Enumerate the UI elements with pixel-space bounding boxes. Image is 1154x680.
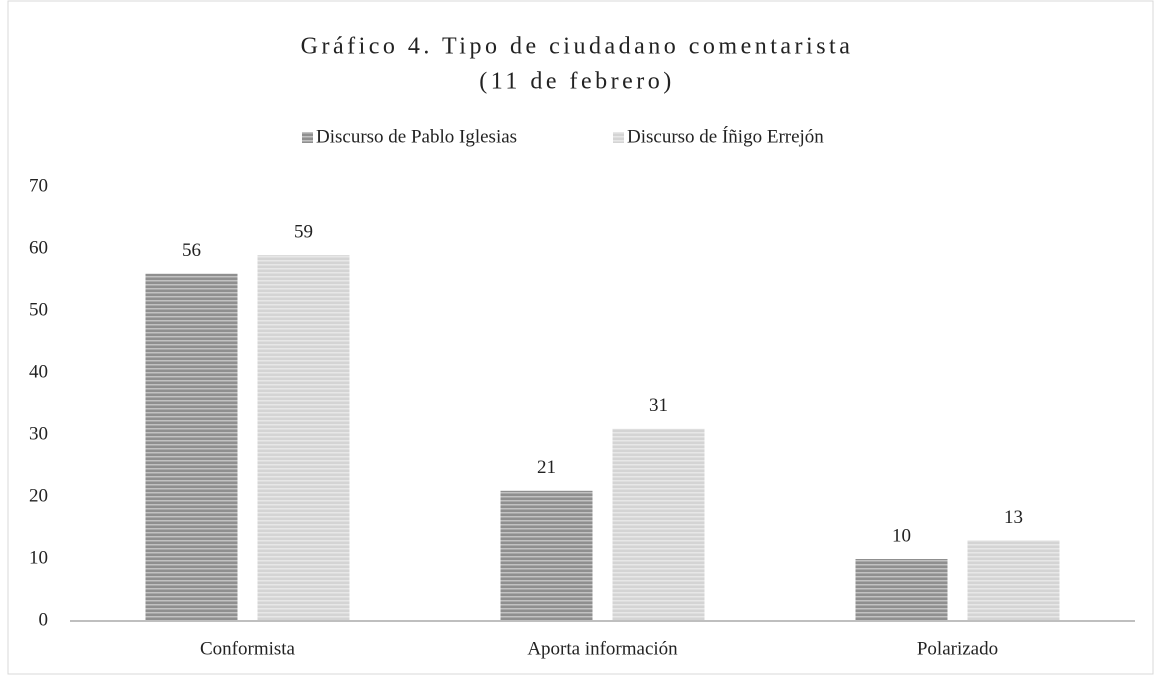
value-label: 10 [892, 525, 911, 546]
x-tick-label: Conformista [200, 638, 296, 659]
bar [145, 273, 238, 621]
y-tick-label: 70 [29, 175, 48, 196]
y-tick-label: 20 [29, 485, 48, 506]
value-label: 13 [1004, 507, 1023, 528]
y-tick-label: 0 [39, 609, 49, 630]
y-tick-label: 40 [29, 361, 48, 382]
bar [967, 540, 1060, 621]
x-tick-label: Polarizado [917, 638, 998, 659]
bar [257, 255, 350, 621]
y-tick-label: 10 [29, 547, 48, 568]
legend-label: Discurso de Pablo Iglesias [316, 126, 517, 147]
bar [855, 559, 948, 621]
value-label: 59 [294, 222, 313, 243]
value-label: 21 [537, 457, 556, 478]
value-label: 56 [182, 240, 201, 261]
y-tick-label: 50 [29, 299, 48, 320]
y-tick-label: 30 [29, 423, 48, 444]
y-tick-label: 60 [29, 237, 48, 258]
chart-border [7, 0, 1154, 675]
legend-label: Discurso de Íñigo Errejón [627, 125, 824, 147]
legend-marker [302, 132, 313, 143]
x-tick-label: Aporta información [527, 638, 678, 659]
bar [500, 490, 593, 621]
value-label: 31 [649, 395, 668, 416]
legend-marker [613, 132, 624, 143]
chart-title: (11 de febrero) [479, 69, 675, 95]
chart-title: Gráfico 4. Tipo de ciudadano comentarist… [301, 34, 854, 60]
bar [612, 428, 705, 621]
